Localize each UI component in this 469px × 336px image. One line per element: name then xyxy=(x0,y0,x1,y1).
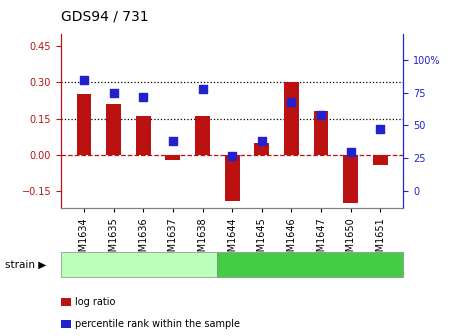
Text: wild type: wild type xyxy=(285,260,335,269)
Point xyxy=(347,149,355,154)
Bar xyxy=(284,82,299,155)
Bar xyxy=(373,155,388,165)
Bar xyxy=(166,155,180,160)
Text: percentile rank within the sample: percentile rank within the sample xyxy=(75,319,240,329)
Text: BY4716: BY4716 xyxy=(118,260,160,269)
Text: GDS94 / 731: GDS94 / 731 xyxy=(61,9,149,24)
Bar xyxy=(106,104,121,155)
Bar xyxy=(195,116,210,155)
Bar xyxy=(343,155,358,204)
Point xyxy=(110,90,117,95)
Bar xyxy=(314,111,328,155)
Text: strain ▶: strain ▶ xyxy=(5,260,46,269)
Point xyxy=(199,86,206,91)
Point xyxy=(287,99,295,104)
Point xyxy=(318,112,325,118)
Bar xyxy=(225,155,240,201)
Point xyxy=(228,153,236,158)
Point xyxy=(377,127,384,132)
Point xyxy=(80,77,88,82)
Bar xyxy=(136,116,151,155)
Point xyxy=(169,138,177,144)
Point xyxy=(258,138,265,144)
Bar xyxy=(254,143,269,155)
Text: log ratio: log ratio xyxy=(75,297,115,307)
Bar xyxy=(76,94,91,155)
Point xyxy=(139,94,147,99)
